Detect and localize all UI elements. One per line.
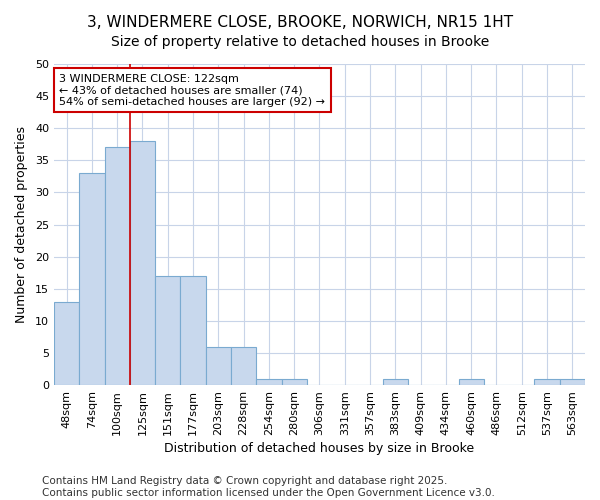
Bar xyxy=(256,378,281,385)
Bar xyxy=(155,276,181,385)
Bar xyxy=(206,346,231,385)
Text: 3 WINDERMERE CLOSE: 122sqm
← 43% of detached houses are smaller (74)
54% of semi: 3 WINDERMERE CLOSE: 122sqm ← 43% of deta… xyxy=(59,74,325,107)
Y-axis label: Number of detached properties: Number of detached properties xyxy=(15,126,28,323)
Text: 3, WINDERMERE CLOSE, BROOKE, NORWICH, NR15 1HT: 3, WINDERMERE CLOSE, BROOKE, NORWICH, NR… xyxy=(87,15,513,30)
Text: Size of property relative to detached houses in Brooke: Size of property relative to detached ho… xyxy=(111,35,489,49)
Bar xyxy=(458,378,484,385)
Bar xyxy=(281,378,307,385)
Bar xyxy=(231,346,256,385)
Text: Contains HM Land Registry data © Crown copyright and database right 2025.
Contai: Contains HM Land Registry data © Crown c… xyxy=(42,476,495,498)
Bar xyxy=(54,302,79,385)
Bar xyxy=(104,148,130,385)
Bar xyxy=(130,141,155,385)
Bar xyxy=(181,276,206,385)
Bar xyxy=(535,378,560,385)
X-axis label: Distribution of detached houses by size in Brooke: Distribution of detached houses by size … xyxy=(164,442,475,455)
Bar xyxy=(383,378,408,385)
Bar xyxy=(560,378,585,385)
Bar xyxy=(79,173,104,385)
